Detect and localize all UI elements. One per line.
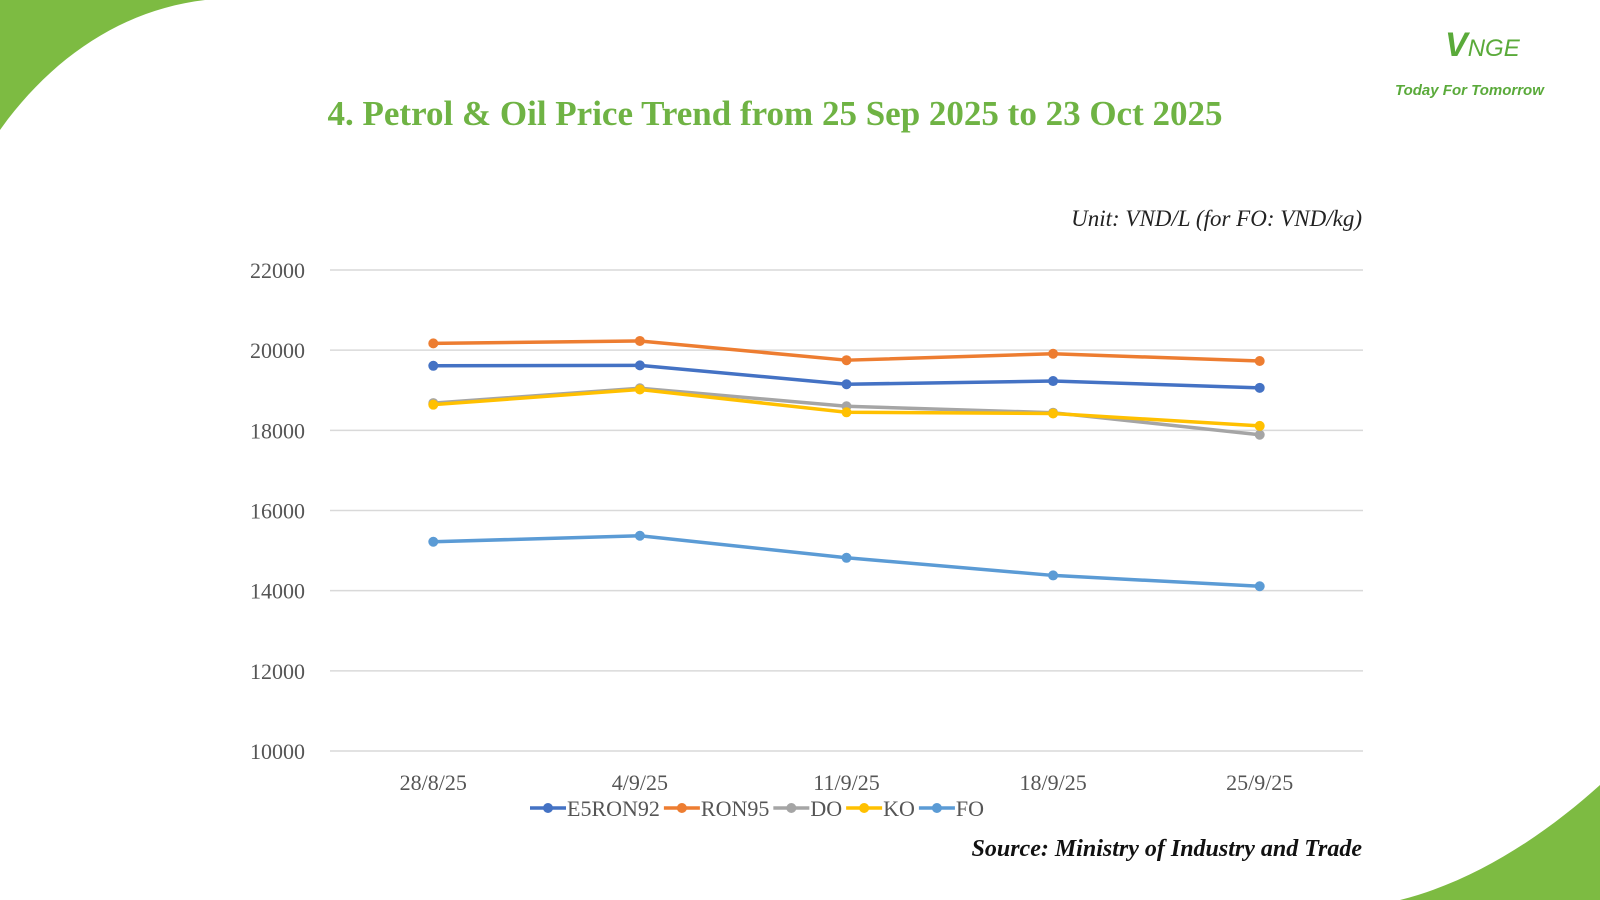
data-point-ko <box>428 399 439 410</box>
top-left-leaf-decoration <box>0 0 205 130</box>
data-point-ko <box>841 407 852 418</box>
x-tick-label: 28/8/25 <box>400 770 467 795</box>
data-point-fo <box>1048 570 1059 581</box>
page-title: 4. Petrol & Oil Price Trend from 25 Sep … <box>327 94 1223 133</box>
data-point-ko <box>1048 408 1059 419</box>
logo-mark-nge: NGE <box>1467 35 1520 62</box>
legend-marker-fo <box>931 803 942 813</box>
data-point-do <box>1254 429 1265 440</box>
y-tick-label: 20000 <box>250 338 305 363</box>
legend-marker-ron95 <box>676 803 687 813</box>
series-lines <box>428 335 1265 592</box>
y-tick-label: 12000 <box>250 659 305 684</box>
gridlines <box>330 269 1363 752</box>
data-point-e5ron92 <box>634 360 645 371</box>
x-tick-label: 11/9/25 <box>813 770 879 795</box>
legend-marker-e5ron92 <box>543 803 553 813</box>
source-note: Source: Ministry of Industry and Trade <box>971 836 1363 862</box>
data-point-fo <box>428 536 439 547</box>
y-tick-label: 18000 <box>250 418 305 443</box>
legend-label-do: DO <box>810 796 842 821</box>
data-point-ron95 <box>428 338 439 349</box>
y-tick-label: 10000 <box>250 739 305 764</box>
y-tick-label: 14000 <box>250 579 305 604</box>
data-point-fo <box>841 552 852 563</box>
data-point-ron95 <box>634 335 645 346</box>
data-point-e5ron92 <box>1254 382 1265 393</box>
data-point-ron95 <box>1254 355 1265 366</box>
x-tick-label: 18/9/25 <box>1019 770 1086 795</box>
legend: E5RON92 RON95 DO KO FO <box>530 796 984 821</box>
x-axis-ticks: 28/8/25 4/9/25 11/9/25 18/9/25 25/9/25 <box>400 770 1294 795</box>
logo-tagline: Today For Tomorrow <box>1395 82 1544 99</box>
legend-label-e5ron92: E5RON92 <box>567 796 660 821</box>
vnge-logo: VNGE Today For Tomorrow <box>1395 18 1585 108</box>
data-point-e5ron92 <box>841 379 852 390</box>
legend-label-ron95: RON95 <box>701 796 769 821</box>
legend-marker-do <box>786 803 797 813</box>
y-axis-ticks: 10000 12000 14000 16000 18000 20000 22000 <box>250 258 305 764</box>
data-point-ko <box>634 384 645 395</box>
logo-mark-v: V <box>1445 26 1468 64</box>
y-tick-label: 16000 <box>250 499 305 524</box>
data-point-ron95 <box>841 355 852 366</box>
x-tick-label: 4/9/25 <box>612 770 668 795</box>
data-point-fo <box>634 530 645 541</box>
legend-label-fo: FO <box>956 796 984 821</box>
data-point-e5ron92 <box>1048 376 1059 387</box>
unit-note: Unit: VND/L (for FO: VND/kg) <box>1071 206 1362 231</box>
legend-marker-ko <box>859 803 870 813</box>
data-point-ron95 <box>1048 348 1059 359</box>
y-tick-label: 22000 <box>250 258 305 283</box>
logo-mark: VNGE <box>1445 26 1520 65</box>
data-point-ko <box>1254 420 1265 431</box>
data-point-fo <box>1254 581 1265 592</box>
data-point-e5ron92 <box>428 360 439 371</box>
bottom-right-leaf-decoration <box>1400 785 1600 900</box>
x-tick-label: 25/9/25 <box>1226 770 1293 795</box>
legend-label-ko: KO <box>883 796 915 821</box>
